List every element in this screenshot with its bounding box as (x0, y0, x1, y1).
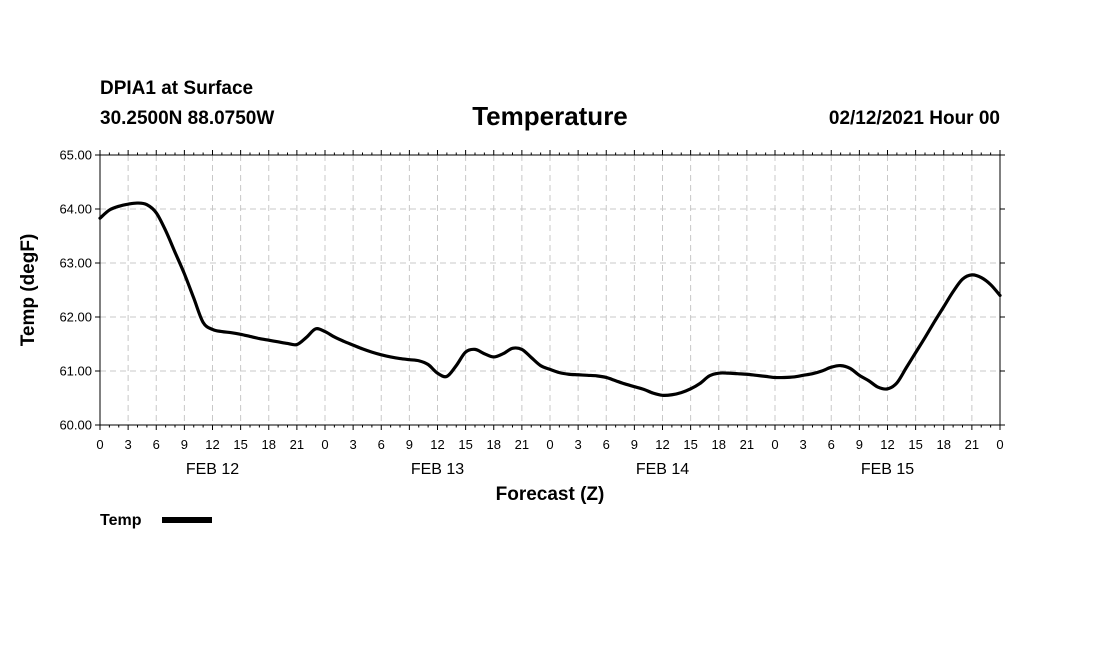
y-tick-label: 64.00 (59, 202, 92, 217)
day-label: FEB 13 (411, 461, 464, 478)
x-tick-label: 0 (771, 437, 778, 452)
y-axis-title: Temp (degF) (18, 234, 39, 347)
x-tick-label: 9 (631, 437, 638, 452)
x-tick-label: 12 (205, 437, 219, 452)
x-tick-label: 18 (487, 437, 501, 452)
axis-ticks (95, 150, 1005, 430)
x-axis-title: Forecast (Z) (496, 484, 605, 505)
temp-series-line (98, 201, 1002, 397)
x-tick-label: 21 (290, 437, 304, 452)
x-tick-label: 0 (546, 437, 553, 452)
x-tick-label: 0 (996, 437, 1003, 452)
y-tick-label: 65.00 (59, 148, 92, 163)
station-label: DPIA1 at Surface (100, 78, 253, 99)
x-tick-labels: 0 3 6 9 12 15 18 21 0 3 6 9 12 15 18 21 0 3 6 9 12 15 18 21 0 3 6 9… (96, 437, 1003, 452)
day-label: FEB 14 (636, 461, 689, 478)
x-tick-label: 12 (430, 437, 444, 452)
x-tick-label: 12 (880, 437, 894, 452)
x-tick-label: 21 (965, 437, 979, 452)
legend: Temp (100, 512, 212, 529)
x-tick-label: 0 (321, 437, 328, 452)
x-tick-label: 6 (828, 437, 835, 452)
y-tick-label: 61.00 (59, 364, 92, 379)
y-tick-label: 63.00 (59, 256, 92, 271)
x-tick-label: 3 (125, 437, 132, 452)
x-tick-label: 9 (856, 437, 863, 452)
x-tick-label: 9 (181, 437, 188, 452)
x-tick-label: 0 (96, 437, 103, 452)
day-label: FEB 15 (861, 461, 914, 478)
y-tick-labels: 60.00 61.00 62.00 63.00 64.00 65.00 (59, 148, 92, 433)
y-tick-label: 60.00 (59, 418, 92, 433)
legend-label: Temp (100, 512, 142, 529)
x-tick-label: 21 (515, 437, 529, 452)
x-tick-label: 15 (683, 437, 697, 452)
chart-title: Temperature (472, 101, 628, 131)
day-label: FEB 12 (186, 461, 239, 478)
x-tick-label: 12 (655, 437, 669, 452)
x-tick-label: 6 (603, 437, 610, 452)
day-labels: FEB 12 FEB 13 FEB 14 FEB 15 (186, 461, 914, 478)
x-tick-label: 21 (740, 437, 754, 452)
x-tick-label: 9 (406, 437, 413, 452)
x-tick-label: 6 (378, 437, 385, 452)
x-tick-label: 15 (908, 437, 922, 452)
grid-lines (100, 155, 1000, 425)
x-tick-label: 18 (262, 437, 276, 452)
x-tick-label: 18 (937, 437, 951, 452)
coords-label: 30.2500N 88.0750W (100, 108, 274, 129)
x-tick-label: 15 (458, 437, 472, 452)
x-tick-label: 3 (575, 437, 582, 452)
x-tick-label: 6 (153, 437, 160, 452)
datetime-label: 02/12/2021 Hour 00 (829, 108, 1000, 129)
x-tick-label: 15 (233, 437, 247, 452)
x-tick-label: 3 (800, 437, 807, 452)
y-tick-label: 62.00 (59, 310, 92, 325)
x-tick-label: 18 (712, 437, 726, 452)
x-tick-label: 3 (350, 437, 357, 452)
